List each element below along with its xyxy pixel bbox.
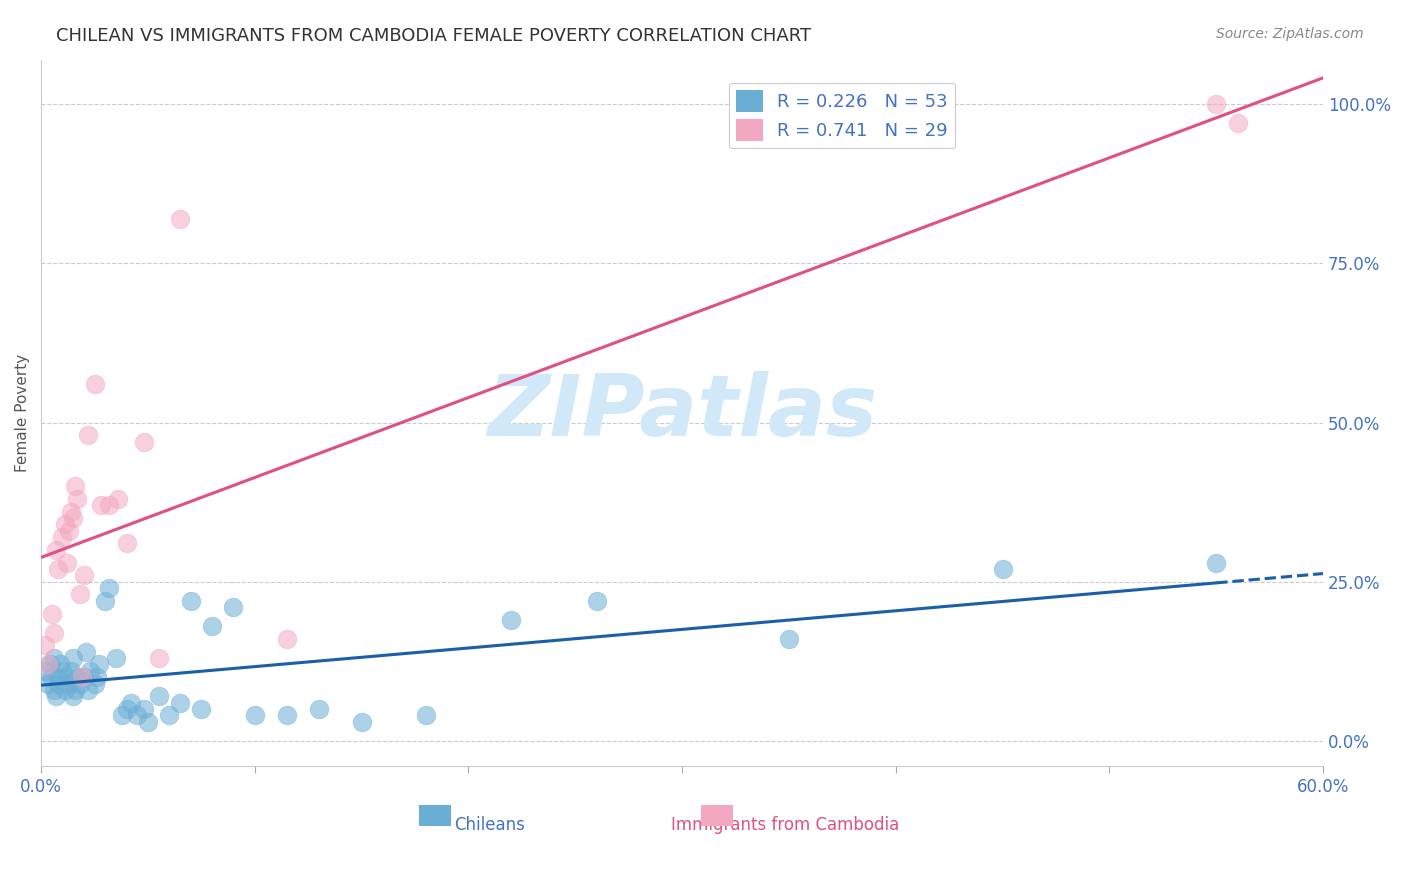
Point [51,530,73,544]
Point [132,434,155,449]
Point [169,696,191,710]
Point [46,676,69,690]
Point [169,211,191,226]
Point [66,491,89,506]
Point [86,670,108,684]
Point [46,562,69,576]
Point [37,657,59,672]
Point [79,664,101,678]
Point [77,682,100,697]
Point [53,682,76,697]
Point [98,498,121,512]
Y-axis label: Female Poverty: Female Poverty [15,354,30,472]
Point [45,542,67,557]
Point [45,690,67,704]
Point [75,645,97,659]
Point [778,632,800,646]
Point [115,702,138,716]
Point [90,498,112,512]
Point [120,696,142,710]
Point [132,702,155,716]
Point [87,657,110,672]
Point [94,594,117,608]
Point [51,664,73,678]
Point [1205,97,1227,112]
Text: Chileans: Chileans [454,816,526,834]
Point [58,676,80,690]
Point [991,562,1014,576]
Point [1226,116,1249,130]
Point [46,670,69,684]
Point [66,670,89,684]
Point [83,676,105,690]
Bar [702,805,734,826]
Point [98,581,121,595]
Point [157,708,180,723]
Point [42,682,65,697]
Point [42,625,65,640]
Point [73,568,96,582]
Point [111,708,134,723]
Point [65,479,87,493]
Point [222,600,245,615]
Point [276,708,298,723]
Point [60,664,83,678]
Point [308,702,330,716]
Point [41,670,63,684]
Point [415,708,437,723]
Point [49,657,72,672]
Point [1205,556,1227,570]
Text: Source: ZipAtlas.com: Source: ZipAtlas.com [1216,27,1364,41]
Point [83,377,105,392]
Point [276,632,298,646]
Point [501,613,523,627]
Point [62,690,84,704]
Point [42,651,65,665]
Point [65,682,87,697]
Point [201,619,224,633]
Point [136,714,159,729]
Point [34,664,56,678]
Point [62,511,84,525]
Point [77,428,100,442]
Point [104,651,127,665]
Point [41,607,63,621]
Point [38,657,60,672]
Point [62,651,84,665]
Point [243,708,266,723]
Point [55,670,77,684]
Legend: R = 0.226   N = 53, R = 0.741   N = 29: R = 0.226 N = 53, R = 0.741 N = 29 [728,83,955,148]
Point [69,676,91,690]
Point [70,670,93,684]
Point [34,638,56,652]
Point [127,708,149,723]
Point [148,690,170,704]
Point [37,676,59,690]
Point [180,594,202,608]
Point [55,556,77,570]
Text: ZIPatlas: ZIPatlas [486,371,877,454]
Point [148,651,170,665]
Bar [419,805,451,826]
Point [53,517,76,532]
Point [60,505,83,519]
Text: CHILEAN VS IMMIGRANTS FROM CAMBODIA FEMALE POVERTY CORRELATION CHART: CHILEAN VS IMMIGRANTS FROM CAMBODIA FEMA… [56,27,811,45]
Text: Immigrants from Cambodia: Immigrants from Cambodia [671,816,898,834]
Point [350,714,373,729]
Point [73,670,96,684]
Point [69,587,91,601]
Point [58,524,80,538]
Point [115,536,138,550]
Point [107,491,129,506]
Point [190,702,212,716]
Point [585,594,607,608]
